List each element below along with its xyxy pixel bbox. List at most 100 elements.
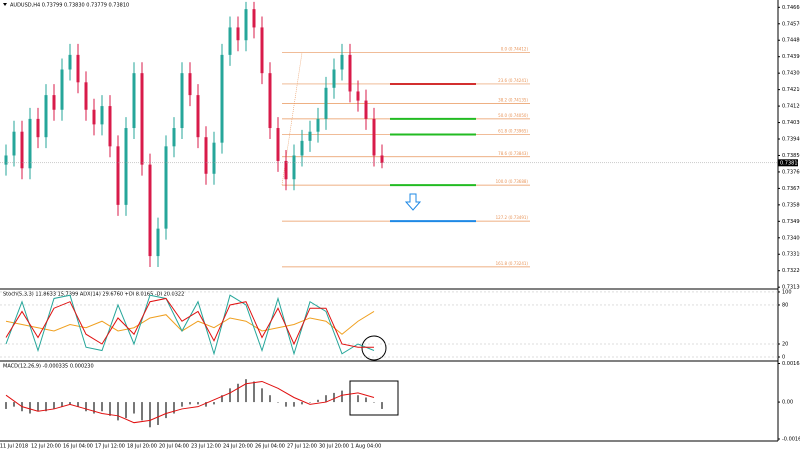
candle-body	[180, 73, 184, 129]
candle-body	[308, 131, 312, 141]
macd-bar	[317, 399, 319, 403]
x-tick-label: 20 Jul 04:00	[159, 444, 189, 450]
candle-body	[324, 87, 328, 119]
macd-bar	[341, 390, 343, 403]
signal-line	[5, 380, 375, 424]
macd-bar	[101, 402, 103, 412]
candle-body	[4, 155, 8, 165]
candle-body	[28, 118, 32, 169]
x-tick-label: 24 Jul 20:00	[223, 444, 253, 450]
candle-body	[100, 106, 104, 125]
candle-body	[124, 128, 128, 205]
x-tick-label: 16 Jul 04:00	[63, 444, 93, 450]
macd-bar	[197, 402, 199, 405]
macd-bar	[133, 402, 135, 414]
last-price-label: 0.73810	[780, 160, 800, 166]
candle-body	[68, 54, 72, 70]
macd-bar	[109, 402, 111, 416]
macd-bar	[229, 388, 231, 403]
y-tick-label: 0.001685	[782, 361, 800, 367]
macd-bar	[53, 402, 55, 409]
macd-bar	[85, 402, 87, 412]
x-tick-label: 17 Jul 12:00	[95, 444, 125, 450]
chart-title: AUDUSD,H4 0.73799 0.73830 0.73779 0.7381…	[10, 3, 129, 9]
indicator-line	[5, 297, 374, 348]
candle-body	[116, 146, 120, 205]
down-arrow	[404, 193, 422, 211]
candle-body	[196, 95, 200, 138]
macd-bar	[333, 392, 335, 403]
candle-body	[252, 9, 256, 28]
macd-bar	[325, 395, 327, 403]
macd-bar	[77, 402, 79, 407]
candle-body	[356, 91, 360, 101]
candle-body	[36, 118, 40, 138]
macd-bar	[29, 402, 31, 414]
macd-bar	[245, 379, 247, 403]
macd-bar	[309, 402, 311, 403]
candle-body	[340, 54, 344, 70]
macd-bar	[117, 402, 119, 421]
x-tick-label: 30 Jul 20:00	[319, 444, 349, 450]
macd-bar	[381, 402, 383, 409]
macd-bar	[213, 402, 215, 405]
candle-body	[244, 9, 248, 41]
candle-body	[380, 155, 384, 163]
macd-bar	[277, 402, 279, 403]
candle-body	[148, 164, 152, 257]
candle-body	[268, 73, 272, 129]
macd-title: MACD(12,26,9) -0.000335 0.000230	[3, 364, 94, 370]
fib-label: 127.2 (0.73491)	[496, 215, 529, 220]
macd-bar	[61, 402, 63, 407]
candle-body	[188, 73, 192, 96]
macd-bar	[45, 402, 47, 412]
fib-label: 23.6 (0.74241)	[498, 78, 528, 83]
candle-body	[20, 131, 24, 169]
y-tick-label: 0.00	[782, 400, 793, 406]
x-tick-label: 23 Jul 12:00	[191, 444, 221, 450]
fib-label: 61.8 (0.73965)	[498, 128, 528, 133]
candle-body	[212, 142, 216, 174]
candle-body	[140, 73, 144, 165]
macd-bar	[173, 402, 175, 414]
x-tick-label: 1 Aug 04:00	[351, 444, 382, 450]
candle-body	[164, 146, 168, 229]
candle-body	[84, 82, 88, 110]
candle-body	[132, 73, 136, 129]
candle-body	[332, 69, 336, 88]
macd-bar	[373, 402, 375, 403]
y-tick-label: -0.001613	[782, 437, 800, 443]
macd-bar	[261, 388, 263, 403]
candle-body	[52, 95, 56, 110]
y-tick-label: 100	[782, 289, 792, 295]
macd-bar	[93, 402, 95, 414]
macd-bar	[149, 402, 151, 428]
macd-bar	[253, 381, 255, 403]
macd-bar	[365, 397, 367, 403]
macd-bar	[157, 402, 159, 425]
macd-bar	[189, 402, 191, 405]
candle-body	[44, 95, 48, 138]
candle-body	[156, 228, 160, 257]
candle-body	[172, 128, 176, 147]
x-tick-label: 26 Jul 04:00	[255, 444, 285, 450]
symbol-menu-icon[interactable]	[3, 3, 7, 6]
candle-body	[236, 27, 240, 41]
candle-body	[92, 109, 96, 125]
macd-bar	[349, 392, 351, 403]
